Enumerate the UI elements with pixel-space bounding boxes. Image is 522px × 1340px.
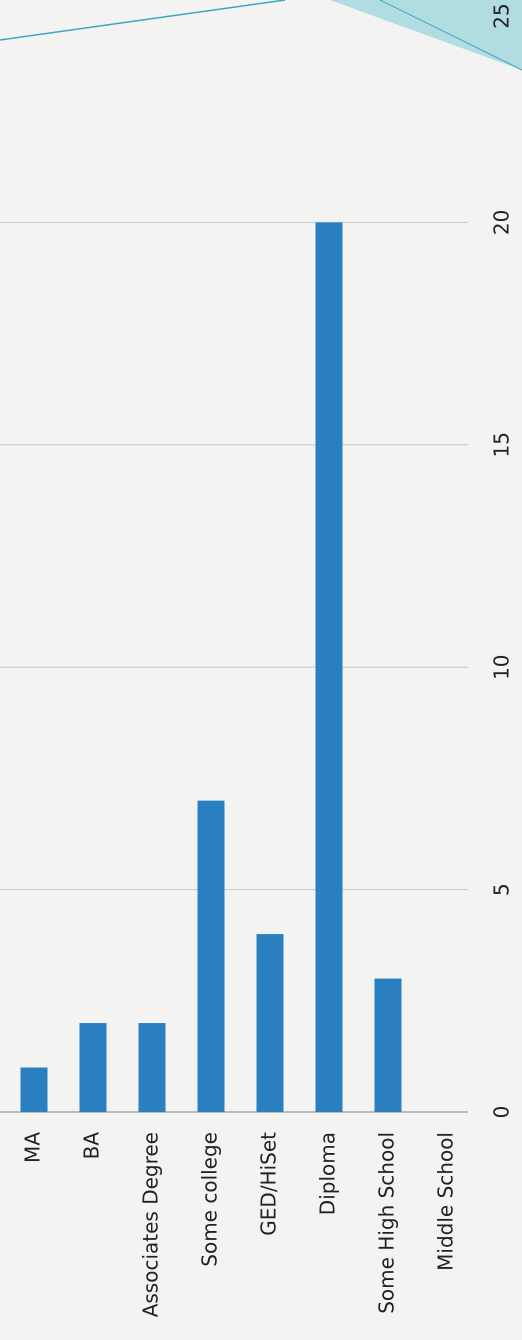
- category-label-associates-degree: Associates Degree: [139, 1132, 163, 1317]
- tick-label-10: 10: [490, 654, 514, 679]
- bar-ged-hiset: [256, 934, 284, 1112]
- category-label-diploma: Diploma: [316, 1132, 340, 1215]
- category-label-ma: MA: [21, 1132, 45, 1163]
- bar-ba: [79, 1023, 107, 1112]
- decorative-corner: [0, 0, 522, 71]
- tick-label-20: 20: [490, 210, 514, 235]
- category-label-ba: BA: [80, 1132, 104, 1160]
- bar-diploma: [315, 222, 343, 1112]
- bar-associates-degree: [138, 1023, 166, 1112]
- category-label-some-high-school: Some High School: [375, 1132, 399, 1314]
- bars: [20, 222, 402, 1112]
- bar-some-high-school: [374, 978, 402, 1112]
- bar-some-college: [197, 800, 225, 1112]
- tick-label-5: 5: [490, 883, 514, 896]
- tick-label-0: 0: [490, 1106, 514, 1119]
- category-labels: MA BA Associates Degree Some college GED/HiS…: [21, 1132, 458, 1318]
- category-label-ged-hiset: GED/HiSet: [257, 1132, 281, 1236]
- category-label-some-college: Some college: [198, 1132, 222, 1267]
- value-tick-labels: 0 5 10 15 20 25: [490, 3, 514, 1118]
- gridlines: [0, 221, 468, 1113]
- tick-label-25: 25: [490, 3, 514, 28]
- tick-label-15: 15: [490, 432, 514, 457]
- bar-ma: [20, 1067, 48, 1112]
- category-label-middle-school: Middle School: [434, 1132, 458, 1271]
